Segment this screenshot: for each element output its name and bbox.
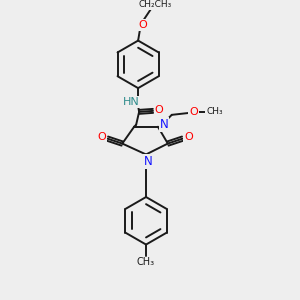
Text: CH₃: CH₃ xyxy=(137,257,155,267)
Text: CH₃: CH₃ xyxy=(206,107,223,116)
Text: O: O xyxy=(184,132,193,142)
Text: O: O xyxy=(139,20,147,30)
Text: O: O xyxy=(97,132,106,142)
Text: CH₂CH₃: CH₂CH₃ xyxy=(138,0,172,9)
Text: N: N xyxy=(160,118,168,131)
Text: HN: HN xyxy=(123,97,140,107)
Text: O: O xyxy=(154,105,163,115)
Text: O: O xyxy=(189,107,198,117)
Text: N: N xyxy=(144,155,152,168)
